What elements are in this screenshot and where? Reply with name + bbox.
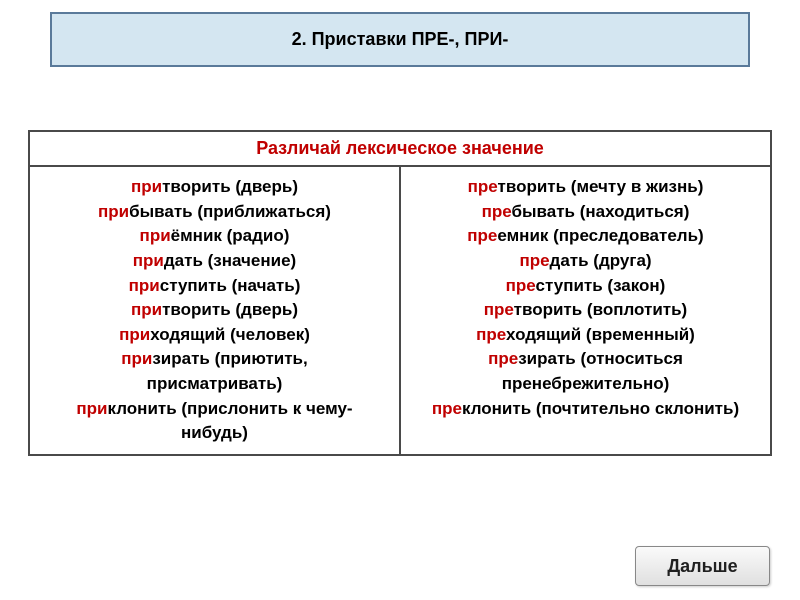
word-rest: бывать (находиться) bbox=[512, 202, 690, 221]
word-entry: приступить (начать) bbox=[40, 274, 389, 299]
word-entry: приклонить (прислонить к чему- bbox=[40, 397, 389, 422]
word-prefix: пре bbox=[519, 251, 549, 270]
table-header-row: Различай лексическое значение bbox=[29, 131, 771, 166]
word-entry: предать (друга) bbox=[411, 249, 760, 274]
word-rest: дать (друга) bbox=[550, 251, 652, 270]
word-prefix: при bbox=[119, 325, 150, 344]
word-entry: приёмник (радио) bbox=[40, 224, 389, 249]
word-prefix: при bbox=[133, 251, 164, 270]
word-entry: преемник (преследователь) bbox=[411, 224, 760, 249]
word-prefix: при bbox=[98, 202, 129, 221]
word-rest: бывать (приближаться) bbox=[129, 202, 331, 221]
word-entry: претворить (мечту в жизнь) bbox=[411, 175, 760, 200]
word-entry: прибывать (приближаться) bbox=[40, 200, 389, 225]
word-prefix: пре bbox=[467, 226, 497, 245]
word-rest: зирать (относиться bbox=[518, 349, 683, 368]
word-rest: клонить (прислонить к чему- bbox=[108, 399, 353, 418]
word-rest: присматривать) bbox=[147, 374, 283, 393]
word-entry: пребывать (находиться) bbox=[411, 200, 760, 225]
word-entry: придать (значение) bbox=[40, 249, 389, 274]
word-prefix: пре bbox=[482, 202, 512, 221]
table-header-text: Различай лексическое значение bbox=[256, 138, 544, 158]
word-entry: присматривать) bbox=[40, 372, 389, 397]
word-prefix: пре bbox=[484, 300, 514, 319]
word-rest: пренебрежительно) bbox=[502, 374, 670, 393]
table-content-row: притворить (дверь)прибывать (приближатьс… bbox=[29, 166, 771, 455]
word-rest: творить (мечту в жизнь) bbox=[498, 177, 704, 196]
slide-title: 2. Приставки ПРЕ-, ПРИ- bbox=[292, 29, 509, 50]
word-rest: емник (преследователь) bbox=[497, 226, 703, 245]
slide-header: 2. Приставки ПРЕ-, ПРИ- bbox=[50, 12, 750, 67]
word-entry: нибудь) bbox=[40, 421, 389, 446]
word-prefix: пре bbox=[476, 325, 506, 344]
word-rest: ходящий (временный) bbox=[506, 325, 695, 344]
word-rest: ступить (начать) bbox=[160, 276, 301, 295]
word-entry: преклонить (почтительно склонить) bbox=[411, 397, 760, 422]
word-prefix: пре bbox=[432, 399, 462, 418]
word-entry: пренебрежительно) bbox=[411, 372, 760, 397]
word-rest: клонить (почтительно склонить) bbox=[462, 399, 739, 418]
word-entry: приходящий (человек) bbox=[40, 323, 389, 348]
next-button[interactable]: Дальше bbox=[635, 546, 770, 586]
word-rest: ходящий (человек) bbox=[150, 325, 310, 344]
word-prefix: пре bbox=[468, 177, 498, 196]
word-entry: преступить (закон) bbox=[411, 274, 760, 299]
word-rest: дать (значение) bbox=[164, 251, 296, 270]
word-rest: нибудь) bbox=[181, 423, 248, 442]
word-entry: презирать (относиться bbox=[411, 347, 760, 372]
word-entry: преходящий (временный) bbox=[411, 323, 760, 348]
word-rest: творить (воплотить) bbox=[514, 300, 688, 319]
word-rest: творить (дверь) bbox=[162, 177, 298, 196]
next-button-label: Дальше bbox=[667, 556, 737, 577]
word-rest: зирать (приютить, bbox=[152, 349, 307, 368]
word-rest: творить (дверь) bbox=[162, 300, 298, 319]
left-column: притворить (дверь)прибывать (приближатьс… bbox=[29, 166, 400, 455]
word-entry: притворить (дверь) bbox=[40, 298, 389, 323]
word-prefix: при bbox=[131, 300, 162, 319]
table-header-cell: Различай лексическое значение bbox=[29, 131, 771, 166]
word-prefix: при bbox=[140, 226, 171, 245]
word-rest: ёмник (радио) bbox=[171, 226, 290, 245]
comparison-table: Различай лексическое значение притворить… bbox=[28, 130, 772, 456]
word-prefix: пре bbox=[488, 349, 518, 368]
word-rest: ступить (закон) bbox=[536, 276, 666, 295]
word-prefix: при bbox=[131, 177, 162, 196]
word-prefix: при bbox=[121, 349, 152, 368]
word-entry: призирать (приютить, bbox=[40, 347, 389, 372]
word-prefix: при bbox=[129, 276, 160, 295]
word-prefix: при bbox=[76, 399, 107, 418]
word-entry: притворить (дверь) bbox=[40, 175, 389, 200]
right-column: претворить (мечту в жизнь)пребывать (нах… bbox=[400, 166, 771, 455]
word-prefix: пре bbox=[506, 276, 536, 295]
word-entry: претворить (воплотить) bbox=[411, 298, 760, 323]
